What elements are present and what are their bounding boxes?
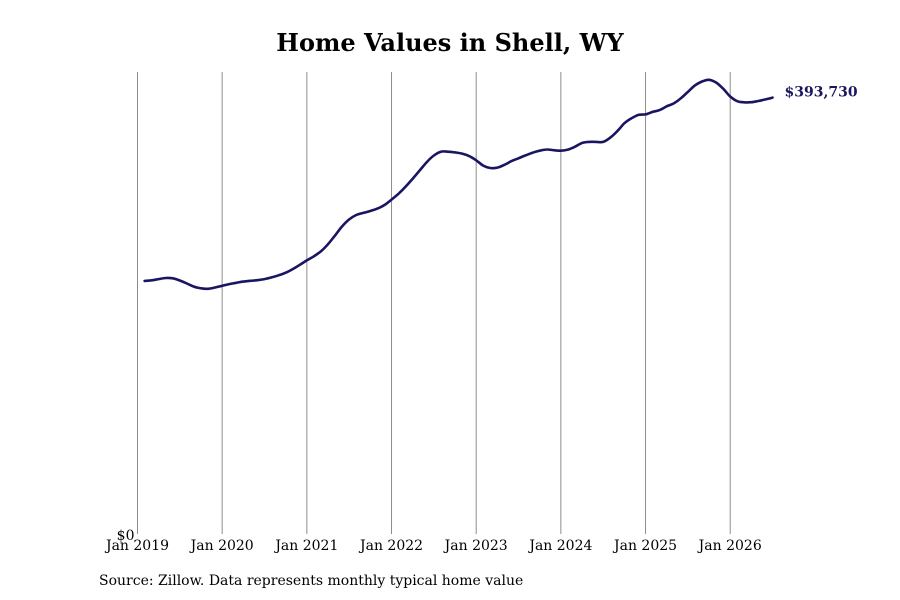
x-tick-label: Jan 2025 <box>612 538 677 554</box>
x-tick-label: Jan 2021 <box>273 538 338 554</box>
end-value-label: $393,730 <box>785 85 858 101</box>
series-line <box>143 78 774 291</box>
x-tick-label: Jan 2023 <box>443 538 508 554</box>
x-tick-label: Jan 2026 <box>697 538 762 554</box>
x-tick-label: Jan 2024 <box>527 538 592 554</box>
source-note: Source: Zillow. Data represents monthly … <box>99 573 524 589</box>
x-tick-label: Jan 2022 <box>358 538 423 554</box>
vertical-grid <box>137 72 731 534</box>
chart-title: Home Values in Shell, WY <box>276 28 624 57</box>
y-tick-label: $0 <box>117 528 135 544</box>
x-tick-label: Jan 2019 <box>104 538 169 554</box>
x-tick-label: Jan 2020 <box>189 538 254 554</box>
x-axis-ticks: Jan 2019 Jan 2020 Jan 2021 Jan 2022 Jan 2023… <box>104 538 762 554</box>
